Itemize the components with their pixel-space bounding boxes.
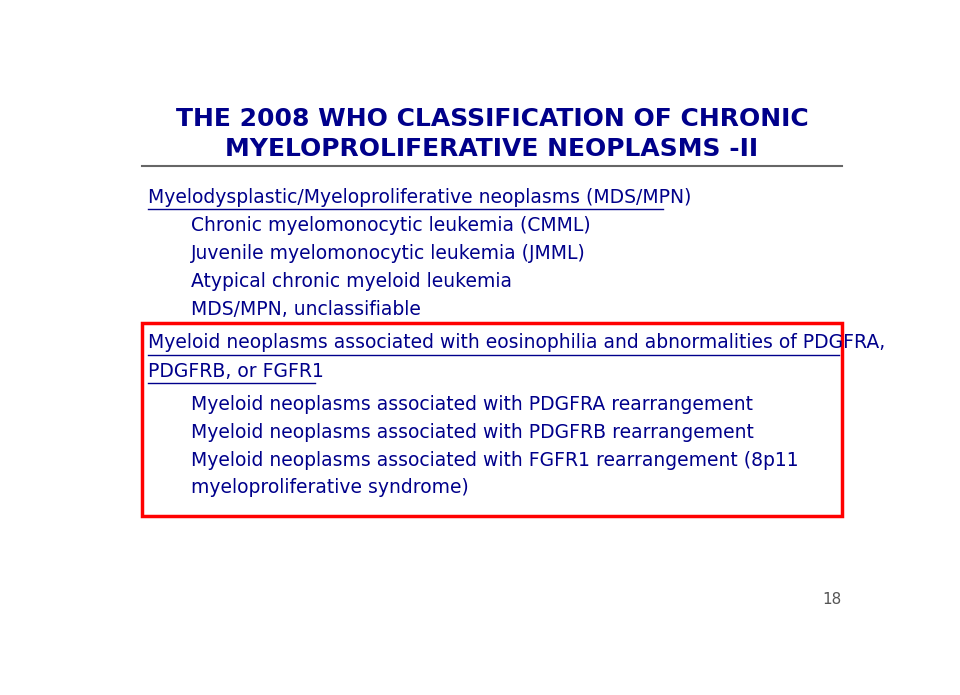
Text: Atypical chronic myeloid leukemia: Atypical chronic myeloid leukemia — [191, 272, 512, 291]
Text: Myeloid neoplasms associated with FGFR1 rearrangement (8p11: Myeloid neoplasms associated with FGFR1 … — [191, 450, 799, 470]
Text: THE 2008 WHO CLASSIFICATION OF CHRONIC: THE 2008 WHO CLASSIFICATION OF CHRONIC — [176, 108, 808, 131]
Text: MYELOPROLIFERATIVE NEOPLASMS -II: MYELOPROLIFERATIVE NEOPLASMS -II — [226, 137, 758, 161]
Text: Myelodysplastic/Myeloproliferative neoplasms (MDS/MPN): Myelodysplastic/Myeloproliferative neopl… — [148, 188, 691, 206]
Text: Chronic myelomonocytic leukemia (CMML): Chronic myelomonocytic leukemia (CMML) — [191, 216, 590, 235]
Text: MDS/MPN, unclassifiable: MDS/MPN, unclassifiable — [191, 300, 420, 318]
Text: Myeloid neoplasms associated with PDGFRB rearrangement: Myeloid neoplasms associated with PDGFRB… — [191, 423, 754, 442]
Text: Juvenile myelomonocytic leukemia (JMML): Juvenile myelomonocytic leukemia (JMML) — [191, 244, 586, 263]
Text: Myeloid neoplasms associated with PDGFRA rearrangement: Myeloid neoplasms associated with PDGFRA… — [191, 395, 753, 414]
Text: Myeloid neoplasms associated with eosinophilia and abnormalities of PDGFRA,: Myeloid neoplasms associated with eosino… — [148, 334, 885, 352]
Text: PDGFRB, or FGFR1: PDGFRB, or FGFR1 — [148, 361, 324, 381]
Text: 18: 18 — [823, 591, 842, 607]
Text: myeloproliferative syndrome): myeloproliferative syndrome) — [191, 478, 468, 498]
